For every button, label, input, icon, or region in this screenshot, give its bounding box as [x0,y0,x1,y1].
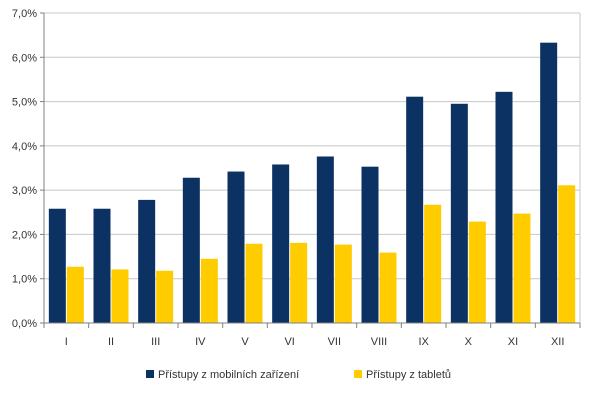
x-tick-label: XII [551,336,564,348]
legend-label-tablet: Přístupy z tabletů [366,369,451,381]
x-tick-label: VII [328,336,341,348]
y-tick-label: 4,0% [12,141,37,153]
bar-tablet-VIII [379,252,397,323]
bar-tablet-VI [290,242,308,323]
bar-mobile-I [48,208,66,323]
bar-mobile-V [227,171,245,323]
y-tick-label: 1,0% [12,274,37,286]
bar-tablet-III [156,270,174,323]
x-tick-label: VI [284,336,294,348]
bar-mobile-IV [182,177,200,323]
x-tick-label: III [151,336,160,348]
x-tick-label: II [108,336,114,348]
bar-mobile-X [450,103,468,324]
legend: Přístupy z mobilních zařízení Přístupy z … [146,369,451,381]
x-tick-label: VIII [371,336,388,348]
bar-tablet-I [66,266,84,323]
bar-mobile-XI [495,91,513,323]
x-tick-label: X [465,336,473,348]
bar-tablet-IX [424,204,442,323]
bar-mobile-VIII [361,166,379,323]
y-tick-label: 6,0% [12,52,37,64]
x-tick-label: XI [508,336,518,348]
grid-lines [44,12,581,324]
bar-mobile-III [138,199,156,323]
x-tick-label: I [65,336,68,348]
bar-tablet-IV [200,258,218,323]
y-tick-label: 5,0% [12,97,37,109]
bar-mobile-II [93,208,111,323]
bar-tablet-VII [334,244,352,323]
x-axis: I II III IV V VI VII VIII IX X XI XII [43,322,581,348]
bar-tablet-V [245,243,263,323]
bar-mobile-VI [272,164,290,323]
legend-swatch-mobile [146,370,154,378]
y-tick-label: 2,0% [12,229,37,241]
y-tick-label: 0,0% [12,318,37,330]
x-tick-label: IV [195,336,206,348]
x-tick-label: V [241,336,249,348]
bar-tablet-II [111,269,129,323]
bar-mobile-VII [316,156,334,323]
y-tick-label: 7,0% [12,8,37,20]
bar-mobile-XII [540,42,558,324]
bar-tablet-XII [558,185,576,323]
legend-swatch-tablet [354,370,362,378]
y-axis: 0,0% 1,0% 2,0% 3,0% 4,0% 5,0% 6,0% 7,0% [12,8,45,330]
y-tick-label: 3,0% [12,185,37,197]
x-tick-label: IX [418,336,429,348]
bar-tablet-XI [513,213,531,323]
legend-label-mobile: Přístupy z mobilních zařízení [158,369,299,381]
bar-tablet-X [468,221,486,323]
bar-mobile-IX [406,96,424,323]
bars [48,42,576,324]
